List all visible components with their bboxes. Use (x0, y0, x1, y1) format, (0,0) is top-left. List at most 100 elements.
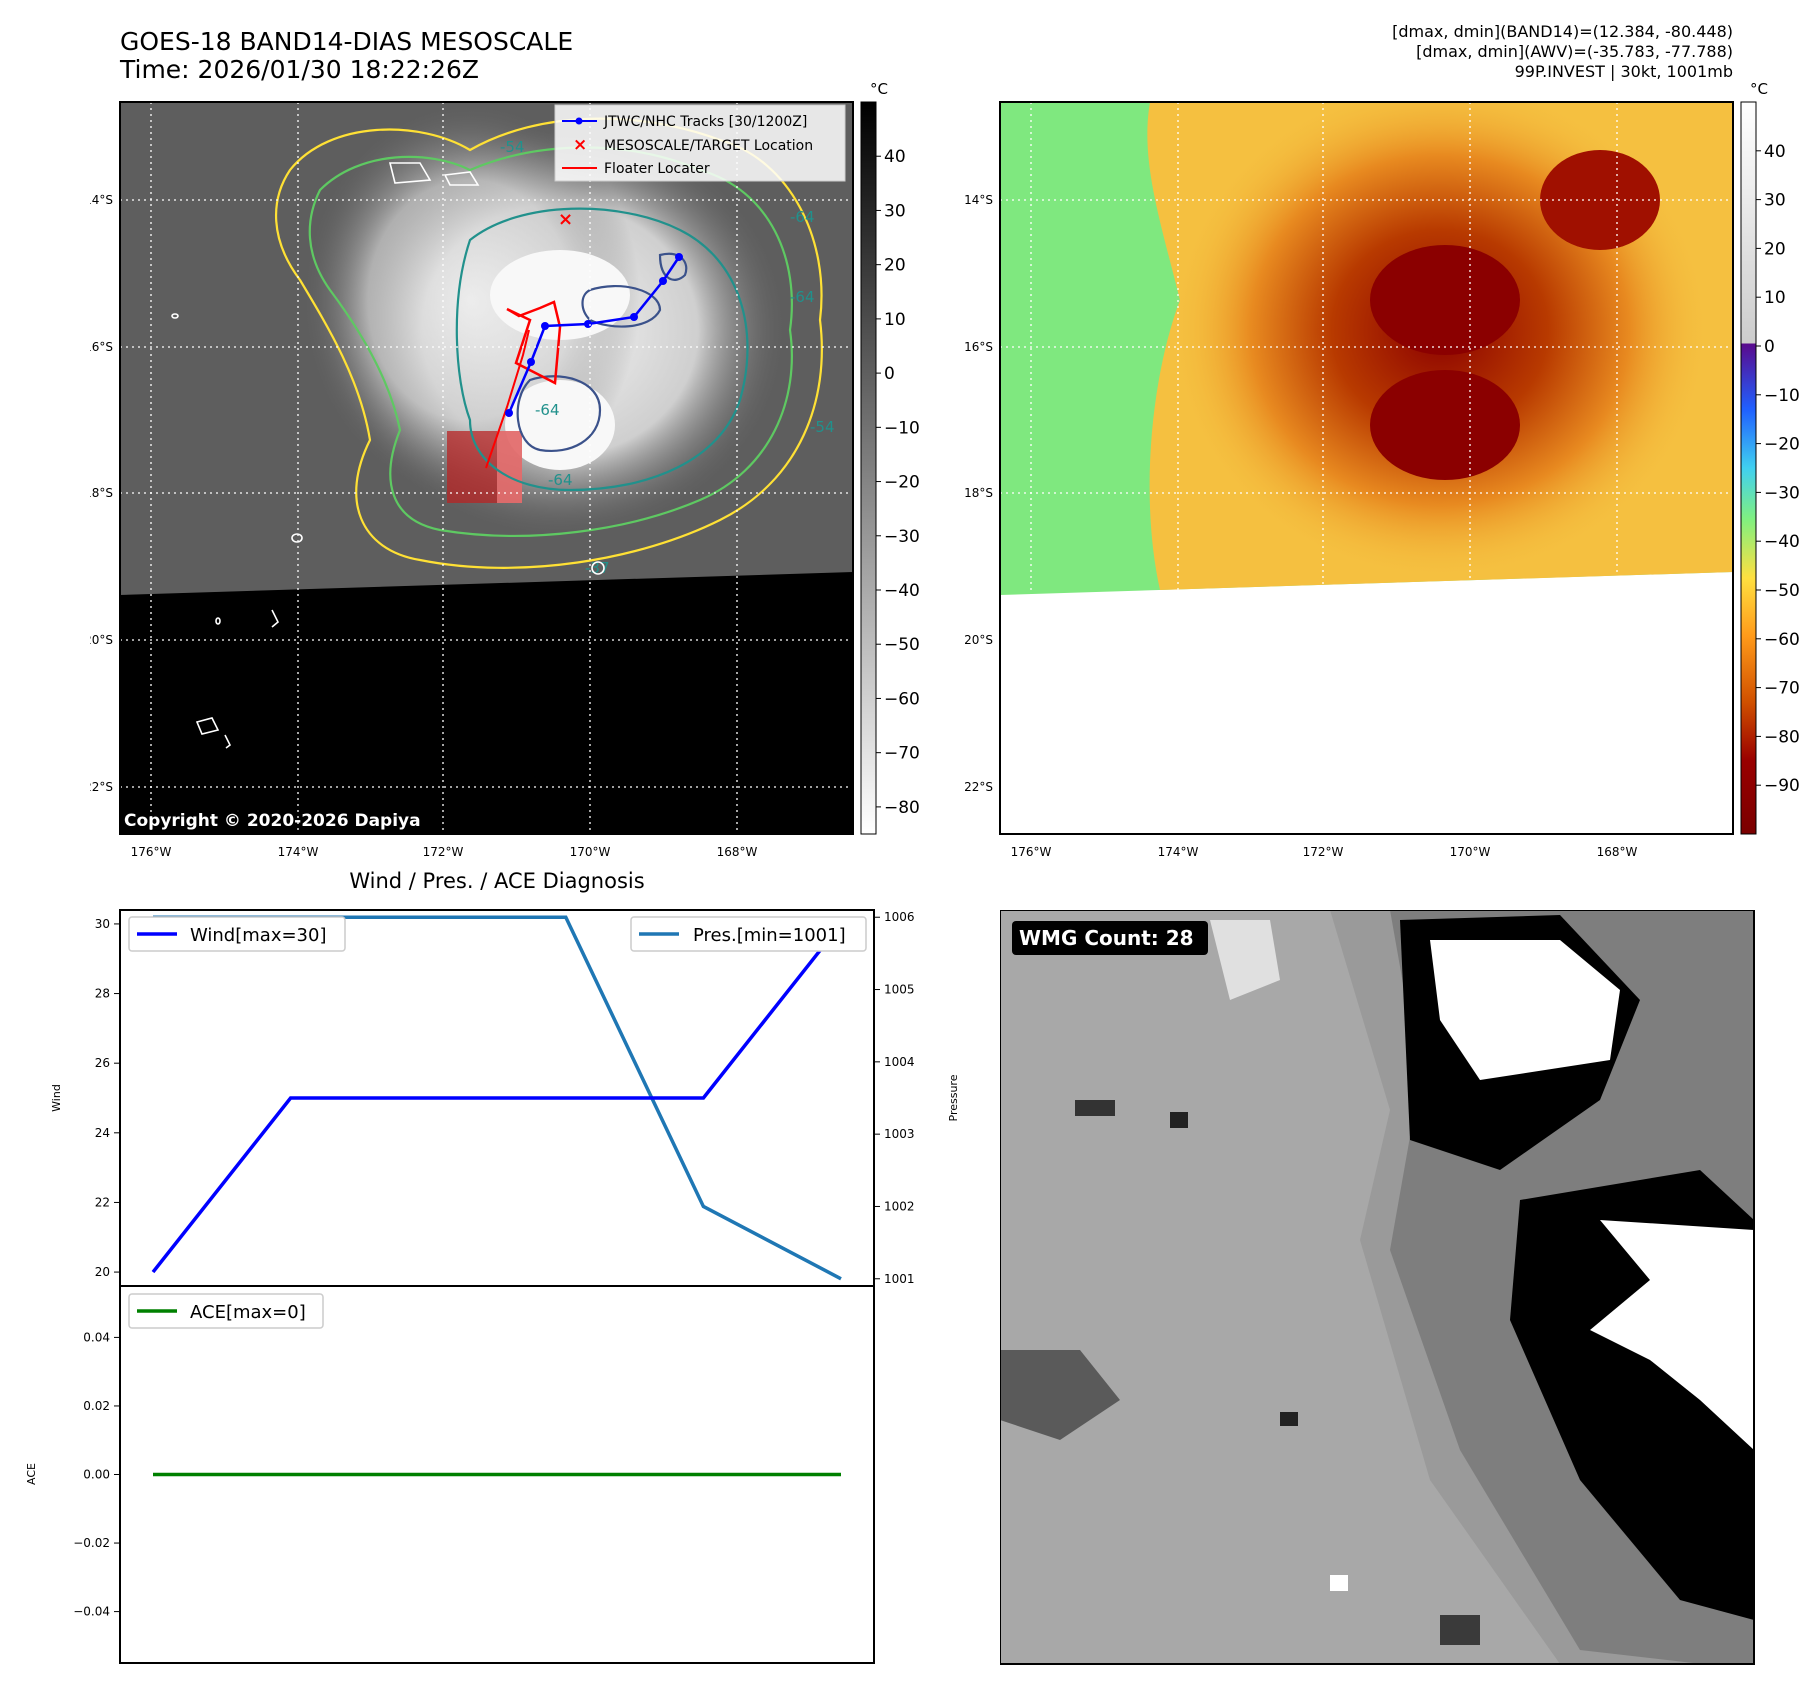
track-point (505, 409, 513, 417)
colorbar-tick-label: −90 (1764, 776, 1800, 796)
contour-label: -64 (535, 401, 560, 419)
lat-tick-label: 16°S (90, 340, 113, 354)
colorbar-tick-label: −20 (884, 473, 920, 493)
lon-tick-label: 174°W (278, 845, 319, 859)
wind-legend-label: Wind[max=30] (190, 925, 327, 946)
awv-colorbar-unit: °C (1750, 80, 1768, 98)
colorbar-tick-label: 20 (884, 256, 906, 276)
colorbar-tick-label: −50 (884, 635, 920, 655)
contour-yellow (275, 117, 823, 569)
floater-tail-line (485, 329, 530, 469)
lat-tick-label: 14°S (90, 193, 113, 207)
lon-tick-label: 174°W (1158, 845, 1199, 859)
track-points (505, 253, 683, 417)
awv-lon-labels: 176°W 174°W 172°W 170°W 168°W (1011, 845, 1638, 859)
track-point (659, 277, 667, 285)
colorbar-tick-label: −30 (884, 527, 920, 547)
stats-block: [dmax, dmin](BAND14)=(12.384, -80.448) [… (1392, 22, 1733, 82)
colorbar-tick-label: −60 (1764, 630, 1800, 650)
colorbar-tick-label: 0 (1764, 337, 1775, 357)
wind-axis-label: Wind (50, 1084, 63, 1112)
pressure-ticks: 1001 1002 1003 1004 1005 1006 (874, 910, 915, 1286)
colorbar-tick-label: 20 (1764, 239, 1786, 259)
colorbar-tick-label: −30 (1764, 483, 1800, 503)
ace-tick-label: −0.04 (73, 1605, 110, 1619)
track-point (630, 313, 638, 321)
wmg-count-text: WMG Count: 28 (1019, 926, 1194, 950)
ace-ticks: 0.04 0.02 0.00 −0.02 −0.04 (73, 1330, 120, 1619)
lat-tick-label: 20°S (964, 633, 993, 647)
awv-gridlines (1000, 102, 1733, 834)
wind-ticks: 20 22 24 26 28 30 (95, 917, 120, 1279)
ir-frame (119, 101, 854, 835)
contour-green (308, 146, 793, 537)
target-marker: × (558, 209, 573, 230)
ir-colorbar-ticks: 40 30 20 10 0 −10 −20 −30 −40 −50 −60 −70 −80 (876, 147, 920, 818)
contour-label-group: -64 -64 -54 -64 -64 -37 -54 (500, 138, 835, 577)
ir-colorbar (860, 101, 877, 835)
colorbar-tick-label: 30 (884, 201, 906, 221)
coastline (171, 313, 179, 319)
floater-locator-line (506, 300, 562, 385)
legend-track-dot (575, 117, 583, 125)
diagnosis-chart: Wind / Pres. / ACE Diagnosis Wind Pressu… (25, 869, 960, 1664)
ace-tick-label: −0.02 (73, 1536, 110, 1550)
wind-tick-label: 20 (95, 1265, 110, 1279)
awv-panel: 14°S 16°S 18°S 20°S 22°S 176°W 174°W 172… (964, 80, 1800, 859)
wmg-frame (1000, 910, 1755, 1665)
legend-target-marker: × (573, 135, 587, 155)
pressure-tick-label: 1002 (884, 1199, 915, 1213)
colorbar-tick-label: −10 (884, 418, 920, 438)
lon-tick-label: 170°W (570, 845, 611, 859)
lat-tick-label: 22°S (90, 780, 113, 794)
coastline (224, 734, 232, 749)
ace-legend-label: ACE[max=0] (190, 1302, 306, 1323)
lat-tick-label: 18°S (964, 486, 993, 500)
stats-awv: [dmax, dmin](AWV)=(-35.783, -77.788) (1416, 42, 1733, 61)
coastline (215, 617, 221, 625)
colorbar-tick-label: −10 (1764, 386, 1800, 406)
wind-tick-label: 26 (95, 1056, 110, 1070)
ace-axis-label: ACE (25, 1463, 38, 1485)
ace-tick-label: 0.00 (83, 1468, 110, 1482)
colorbar-tick-label: −70 (884, 744, 920, 764)
contour-navy-east (658, 252, 688, 281)
colorbar-tick-label: −40 (1764, 532, 1800, 552)
lat-tick-label: 18°S (90, 486, 113, 500)
ace-legend: ACE[max=0] (128, 1293, 324, 1329)
lon-tick-label: 172°W (423, 845, 464, 859)
lat-tick-label: 22°S (964, 780, 993, 794)
coastline (271, 609, 279, 628)
colorbar-tick-label: 40 (884, 147, 906, 167)
colorbar-tick-label: 10 (884, 310, 906, 330)
coastline (388, 162, 432, 184)
colorbar-tick-label: −70 (1764, 679, 1800, 699)
lon-tick-label: 172°W (1303, 845, 1344, 859)
track-point (541, 322, 549, 330)
track-point (527, 358, 535, 366)
wind-series-line (151, 922, 843, 1274)
ir-satellite-panel: -64 -64 -54 -64 -64 -37 -54 (90, 80, 920, 859)
lon-tick-label: 168°W (717, 845, 758, 859)
contour-navy-south (516, 375, 602, 453)
wmg-badge (1012, 921, 1208, 955)
wind-tick-label: 22 (95, 1195, 110, 1209)
lat-tick-label: 16°S (964, 340, 993, 354)
colorbar-tick-label: −60 (884, 689, 920, 709)
title-time: Time: 2026/01/30 18:22:26Z (120, 55, 479, 84)
colorbar-tick-label: 10 (1764, 288, 1786, 308)
floater-box-edge (497, 431, 522, 503)
awv-colorbar (1740, 101, 1757, 835)
contour-label: -37 (585, 559, 610, 577)
contour-group (275, 117, 823, 569)
copyright-text: Copyright © 2020-2026 Dapiya (124, 811, 421, 831)
coastline-group (171, 162, 605, 749)
contour-label: -64 (548, 471, 573, 489)
coastline (195, 717, 220, 735)
lon-tick-label: 168°W (1597, 845, 1638, 859)
ir-colorbar-unit: °C (870, 80, 888, 98)
lon-tick-label: 170°W (1450, 845, 1491, 859)
title-product: GOES-18 BAND14-DIAS MESOSCALE (120, 27, 574, 56)
contour-teal (455, 207, 749, 492)
colorbar-tick-label: −80 (1764, 727, 1800, 747)
